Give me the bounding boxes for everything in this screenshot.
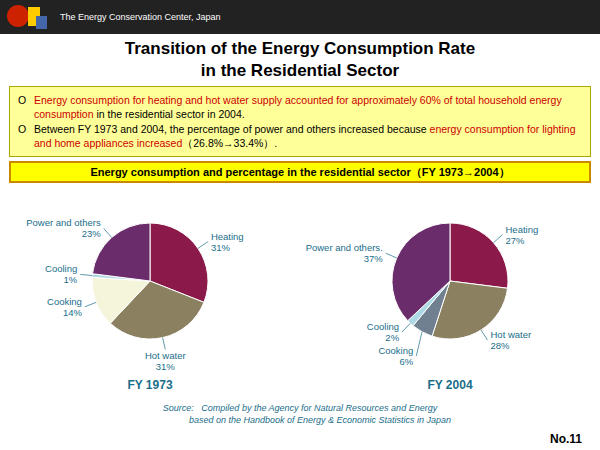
title-area: Transition of the Energy Consumption Rat… <box>0 34 600 84</box>
slice-name: Power and others. <box>306 242 383 253</box>
data-label: 6% <box>400 356 414 367</box>
leader-line <box>494 235 503 243</box>
slice-name: Hot water <box>145 350 186 361</box>
leader-line <box>416 332 422 356</box>
leader-line <box>80 274 92 275</box>
notes-box: OEnergy consumption for heating and hot … <box>9 86 591 157</box>
pie-title: FY 2004 <box>427 378 472 392</box>
data-label: 28% <box>491 340 511 351</box>
leader-line <box>163 338 166 350</box>
data-label: 37% <box>364 253 384 264</box>
pie-slice <box>392 223 450 321</box>
slice-name: Power and others <box>26 217 101 228</box>
logo <box>6 2 52 32</box>
pie-charts: Heating31%Hot water31%Cooking14%Cooling1… <box>0 185 600 397</box>
data-label: 2% <box>385 332 399 343</box>
slice-name: Hot water <box>491 329 532 340</box>
pie-area: Heating31%Hot water31%Cooking14%Cooling1… <box>0 185 600 397</box>
leader-line <box>386 253 397 258</box>
data-label: 31% <box>211 242 231 253</box>
note-run: in the residential sector in 2004. <box>96 108 244 120</box>
note-run: Between FY 1973 and 2004, the percentage… <box>34 123 430 135</box>
slice-name: Cooling <box>367 321 399 332</box>
note: OBetween FY 1973 and 2004, the percentag… <box>18 122 582 150</box>
pie-slice <box>450 223 508 288</box>
data-label: 14% <box>63 307 83 318</box>
leader-line <box>402 323 410 332</box>
data-label: 31% <box>156 361 176 372</box>
slice-name: Cooking <box>47 296 82 307</box>
pie-slice <box>92 223 150 281</box>
pie <box>92 223 208 339</box>
pie-title: FY 1973 <box>127 378 172 392</box>
data-label: 1% <box>64 274 78 285</box>
title-line: in the Residential Sector <box>0 60 600 82</box>
chart-label: Energy consumption and percentage in the… <box>90 166 509 178</box>
header-bar: The Energy Conservation Center, Japan <box>0 0 600 34</box>
title-line: Transition of the Energy Consumption Rat… <box>0 38 600 60</box>
pie-slice <box>92 277 150 323</box>
source-line: based on the Handbook of Energy & Econom… <box>0 414 600 426</box>
slice-name: Heating <box>211 231 244 242</box>
leader-line <box>198 242 208 249</box>
data-label: 27% <box>506 235 526 246</box>
note-run: （26.8%→33.4%）. <box>182 137 277 149</box>
slice-name: Cooling <box>45 263 77 274</box>
header-text: The Energy Conservation Center, Japan <box>60 12 221 22</box>
logo-circle <box>7 5 29 27</box>
leader-line <box>481 330 487 340</box>
source-line: Source: Compiled by the Agency for Natur… <box>0 402 600 414</box>
bullet: O <box>18 93 34 121</box>
slice-name: Heating <box>506 224 539 235</box>
slice-name: Cooking <box>378 345 413 356</box>
logo-rect <box>36 16 47 29</box>
note-text: Between FY 1973 and 2004, the percentage… <box>34 122 582 150</box>
leader-line <box>104 228 112 237</box>
note-text: Energy consumption for heating and hot w… <box>34 93 582 121</box>
page-number: No.11 <box>550 432 582 446</box>
note: OEnergy consumption for heating and hot … <box>18 93 582 121</box>
chart-label-bar: Energy consumption and percentage in the… <box>9 161 591 183</box>
bullet: O <box>18 122 34 150</box>
source-area: Source: Compiled by the Agency for Natur… <box>0 402 600 450</box>
leader-line <box>85 302 96 306</box>
data-label: 23% <box>82 228 102 239</box>
pie <box>392 223 508 339</box>
